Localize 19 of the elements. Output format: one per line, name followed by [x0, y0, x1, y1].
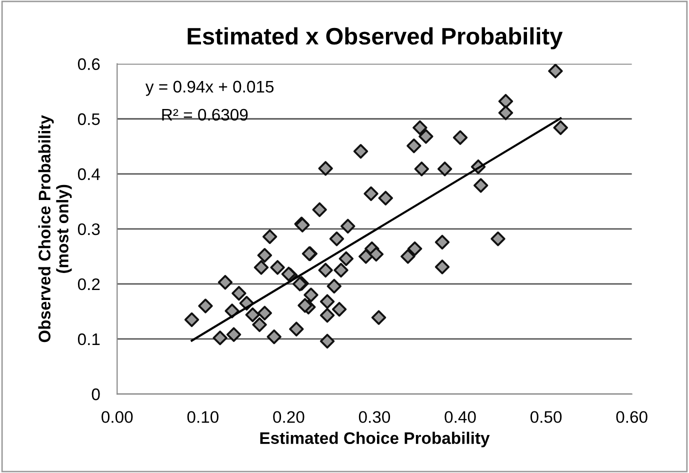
x-tick-label: 0.40 [444, 411, 476, 423]
x-tick-label: 0.20 [273, 411, 304, 423]
y-tick-label: 0.2 [78, 278, 100, 290]
x-tick-label: 0.50 [530, 411, 562, 423]
chart-title: Estimated x Observed Probability [188, 27, 563, 50]
annotation: R² = 0.6309 [162, 108, 248, 121]
y-tick-label: 0.5 [78, 113, 100, 126]
x-tick-label: 0.30 [358, 411, 390, 423]
x-tick-label: 0.60 [616, 411, 648, 423]
y-axis-title: Observed Choice Probability (most only) [38, 115, 72, 342]
x-tick-label: 0.10 [187, 411, 218, 423]
x-tick-label: 0.00 [102, 411, 133, 423]
y-tick-label: 0.6 [78, 58, 100, 70]
x-axis-title: Estimated Choice Probability [260, 432, 490, 448]
y-tick-label: 0 [92, 388, 100, 400]
y-tick-label: 0.1 [78, 333, 100, 346]
y-tick-label: 0.3 [78, 223, 100, 236]
y-tick-label: 0.4 [78, 168, 100, 180]
annotation: y = 0.94x + 0.015 [145, 80, 274, 96]
